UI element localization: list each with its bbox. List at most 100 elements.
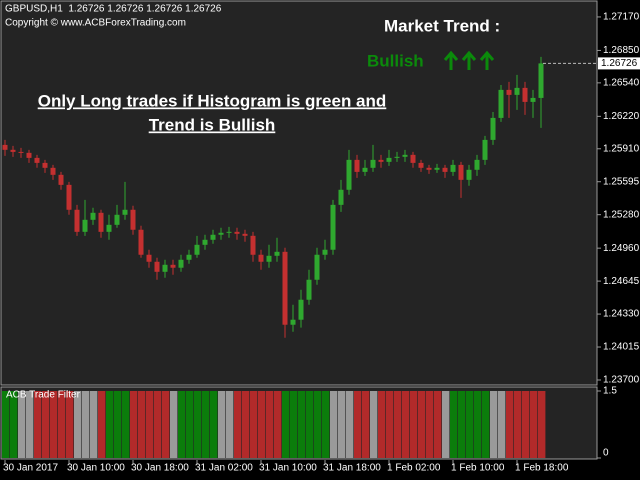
candle-body — [250, 235, 256, 255]
histogram-bar — [90, 391, 98, 458]
x-tick-label: 30 Jan 10:00 — [67, 463, 125, 474]
histogram-bar — [274, 391, 282, 458]
candle-body — [82, 219, 88, 232]
candle-body — [402, 154, 408, 157]
candle-body — [306, 279, 312, 300]
candle-body — [394, 156, 400, 158]
indicator-title: ACB Trade Filter — [6, 390, 81, 401]
histogram-bar — [26, 391, 34, 458]
candle-body — [226, 231, 232, 233]
x-tick-label: 1 Feb 10:00 — [451, 463, 505, 474]
histogram-bar — [522, 391, 530, 458]
y-tick-label: 1.26220 — [603, 111, 640, 122]
y-tick-label: 1.25910 — [603, 143, 640, 154]
histogram-bar — [58, 391, 66, 458]
candle-body — [450, 164, 456, 172]
candle-body — [178, 259, 184, 268]
histogram-bar — [82, 391, 90, 458]
histogram-bar — [250, 391, 258, 458]
histogram-bar — [34, 391, 42, 458]
candle-body — [538, 63, 544, 98]
symbol-info: GBPUSD,H1 1.26726 1.26726 1.26726 1.2672… — [5, 4, 222, 15]
x-tick-label: 1 Feb 18:00 — [515, 463, 569, 474]
y-tick-label: 1.26540 — [603, 77, 640, 88]
histogram-bar — [538, 391, 546, 458]
candle-body — [10, 149, 16, 152]
histogram-bar — [378, 391, 386, 458]
candle-body — [74, 209, 80, 232]
candle-body — [114, 214, 120, 225]
histogram-bar — [298, 391, 306, 458]
histogram-bar — [330, 391, 338, 458]
histogram-bar — [66, 391, 74, 458]
histogram-bar — [154, 391, 162, 458]
candle-body — [410, 154, 416, 163]
histogram-bar — [418, 391, 426, 458]
histogram-bar — [218, 391, 226, 458]
histogram-bar — [466, 391, 474, 458]
candle-body — [258, 254, 264, 262]
histogram-bar — [442, 391, 450, 458]
candle-body — [506, 89, 512, 95]
candle-body — [130, 209, 136, 230]
histogram-bar — [394, 391, 402, 458]
note-line-2: Trend is Bullish — [149, 115, 276, 134]
y-tick-label: 1.24960 — [603, 243, 640, 254]
y-tick-label: 1.26850 — [603, 45, 640, 56]
histogram-bar — [314, 391, 322, 458]
candle-body — [2, 144, 8, 150]
histogram-bar — [210, 391, 218, 458]
candle-body — [338, 189, 344, 205]
histogram-bar — [386, 391, 394, 458]
candle-body — [18, 151, 24, 153]
main-panel — [0, 0, 598, 386]
histogram-bar — [114, 391, 122, 458]
candle-body — [474, 159, 480, 170]
trend-heading: Market Trend : — [384, 16, 500, 35]
histogram-bar — [202, 391, 210, 458]
candle-body — [514, 87, 520, 95]
plot-layer: 1.27170 1.26850 1.26540 1.26220 1.25910 1.255… — [2, 12, 640, 474]
candle-body — [442, 167, 448, 172]
y-tick-label: 1.27170 — [603, 12, 640, 23]
histogram-bar — [426, 391, 434, 458]
trend-arrows — [443, 50, 495, 70]
candle-body — [242, 233, 248, 236]
y-tick-label: 1.25280 — [603, 209, 640, 220]
candle-body — [290, 319, 296, 325]
histogram-bar — [42, 391, 50, 458]
histogram-bar — [146, 391, 154, 458]
candle-body — [530, 97, 536, 102]
trend-value: Bullish — [367, 51, 424, 70]
histogram-bar — [410, 391, 418, 458]
histogram-bar — [178, 391, 186, 458]
histogram-bar — [362, 391, 370, 458]
histogram-bar — [234, 391, 242, 458]
histogram-bar — [138, 391, 146, 458]
histogram-bar — [530, 391, 538, 458]
current-price-label: 1.26726 — [601, 58, 638, 69]
candle-body — [138, 229, 144, 255]
histogram-bar — [402, 391, 410, 458]
histogram-bar — [474, 391, 482, 458]
candle-body — [162, 264, 168, 272]
histogram-bar — [514, 391, 522, 458]
candle-body — [378, 159, 384, 162]
histogram-bar — [50, 391, 58, 458]
histogram-bar — [338, 391, 346, 458]
copyright: Copyright © www.ACBForexTrading.com — [5, 18, 186, 29]
histogram-bar — [346, 391, 354, 458]
candle-body — [26, 152, 32, 158]
current-price-box — [598, 57, 640, 70]
histogram-bar — [258, 391, 266, 458]
candle-body — [426, 167, 432, 170]
candle-body — [98, 212, 104, 232]
histogram-bar — [10, 391, 18, 458]
y-tick-label: 1.24015 — [603, 342, 640, 353]
x-tick-label: 30 Jan 2017 — [3, 463, 58, 474]
histogram-bar — [162, 391, 170, 458]
histogram-bar — [170, 391, 178, 458]
x-tick-label: 31 Jan 02:00 — [195, 463, 253, 474]
candle-body — [34, 157, 40, 163]
